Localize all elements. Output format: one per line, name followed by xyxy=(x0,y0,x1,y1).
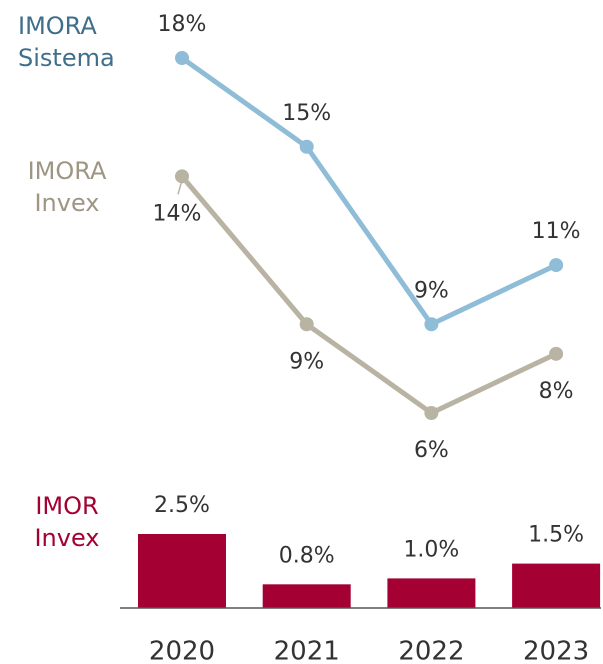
bar xyxy=(387,578,476,608)
x-tick-label: 2022 xyxy=(398,637,464,664)
data-label: 2.5% xyxy=(154,493,210,518)
data-label: 15% xyxy=(282,101,331,126)
x-tick-label: 2023 xyxy=(523,637,589,664)
series-label: IMORA Invex xyxy=(27,157,107,217)
series-label: IMOR Invex xyxy=(34,492,100,552)
point xyxy=(549,258,564,273)
data-label: 1.0% xyxy=(403,537,459,562)
point xyxy=(299,139,314,154)
point xyxy=(424,406,439,420)
bar xyxy=(262,584,351,608)
data-label: 0.8% xyxy=(279,543,335,568)
point xyxy=(175,51,189,65)
point xyxy=(424,317,439,332)
bar xyxy=(138,534,226,608)
data-label: 8% xyxy=(539,379,574,404)
data-label: 1.5% xyxy=(528,523,584,548)
data-label: 11% xyxy=(532,219,581,244)
point xyxy=(175,169,189,184)
x-tick-label: 2021 xyxy=(274,637,340,664)
data-label: 14% xyxy=(153,201,202,226)
line xyxy=(180,55,558,328)
data-label: 9% xyxy=(289,349,324,374)
data-label: 18% xyxy=(158,12,207,37)
point xyxy=(549,346,564,361)
line xyxy=(180,174,558,416)
series-label: IMORA Sistema xyxy=(18,12,115,72)
x-tick-label: 2020 xyxy=(149,637,215,664)
point xyxy=(299,317,314,332)
data-label: 9% xyxy=(414,278,449,303)
bar xyxy=(512,563,601,608)
leader xyxy=(177,180,183,195)
data-label: 6% xyxy=(414,438,449,463)
